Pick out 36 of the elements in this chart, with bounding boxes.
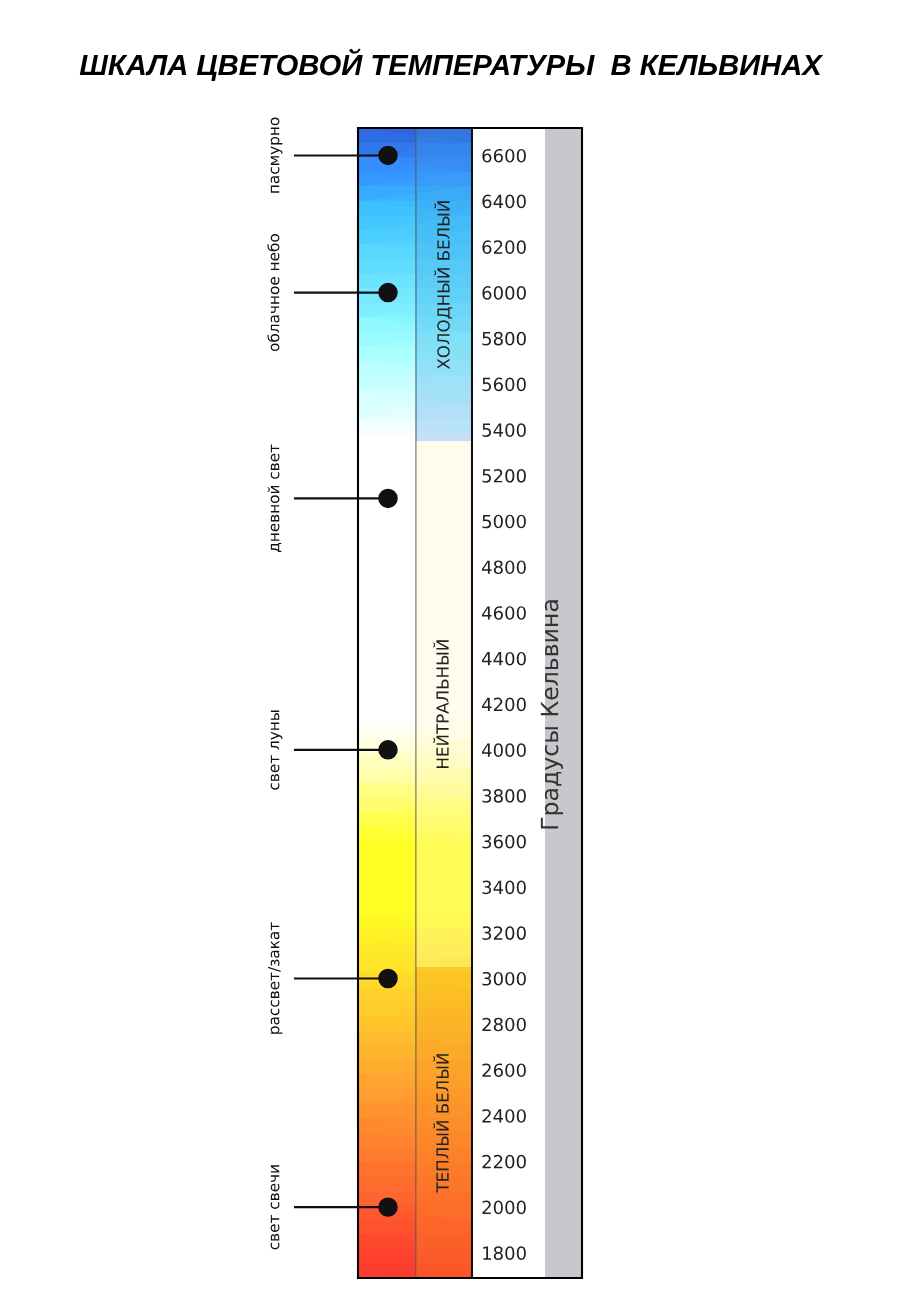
- text: пасмурно: [270, 117, 283, 193]
- y-tick-label: 4600: [481, 606, 526, 620]
- text: свет свечи: [270, 1165, 280, 1250]
- band-label: ХОЛОДНЫЙ БЕЛЫЙ: [434, 201, 453, 370]
- band-label: ТЕПЛЫЙ БЕЛЫЙ: [433, 1054, 449, 1193]
- text: рассвет/закат: [268, 922, 283, 1034]
- y-tick-label: 6600: [482, 148, 526, 163]
- y-tick-label: 4000: [481, 743, 526, 757]
- chart-title: ШКАЛА ЦВЕТОВОЙ ТЕМПЕРАТУРЫ В КЕЛЬВИНАХ: [79, 48, 824, 81]
- y-tick-label: 5400: [482, 423, 526, 437]
- band-label: НЕЙТРАЛЬНЫЙ: [433, 640, 449, 768]
- y-tick-label: 5800: [482, 331, 526, 346]
- y-tick-label: 3600: [482, 834, 526, 849]
- y-tick-label: 4400: [481, 651, 526, 666]
- y-tick-label: 4800: [481, 560, 526, 575]
- y-tick-label: 4200: [481, 697, 526, 712]
- y-tick-label: 2200: [482, 1154, 526, 1169]
- y-tick-label: 2400: [482, 1109, 526, 1123]
- y-tick-label: 5600: [482, 377, 526, 392]
- y-tick-label: 1800: [483, 1246, 526, 1260]
- y-tick-label: 3200: [482, 926, 526, 940]
- text: облачное небо: [267, 234, 280, 352]
- y-tick-label: 5000: [482, 514, 526, 529]
- y-tick-label: 6400: [482, 194, 526, 209]
- y-tick-label: 3000: [482, 971, 526, 986]
- y-tick-label: 6200: [482, 240, 526, 254]
- y-tick-label: 3400: [482, 880, 526, 895]
- text: дневной свет: [267, 444, 282, 552]
- y-tick-label: 2800: [482, 1017, 526, 1032]
- y-tick-label: 2000: [482, 1200, 526, 1215]
- y-tick-label: 5200: [482, 468, 526, 483]
- y-axis-title: Градусы Кельвина: [540, 600, 563, 829]
- y-tick-label: 2600: [482, 1063, 526, 1078]
- y-tick-label: 6000: [482, 286, 526, 300]
- y-tick-label: 3800: [482, 789, 526, 803]
- text: свет луны: [270, 710, 283, 790]
